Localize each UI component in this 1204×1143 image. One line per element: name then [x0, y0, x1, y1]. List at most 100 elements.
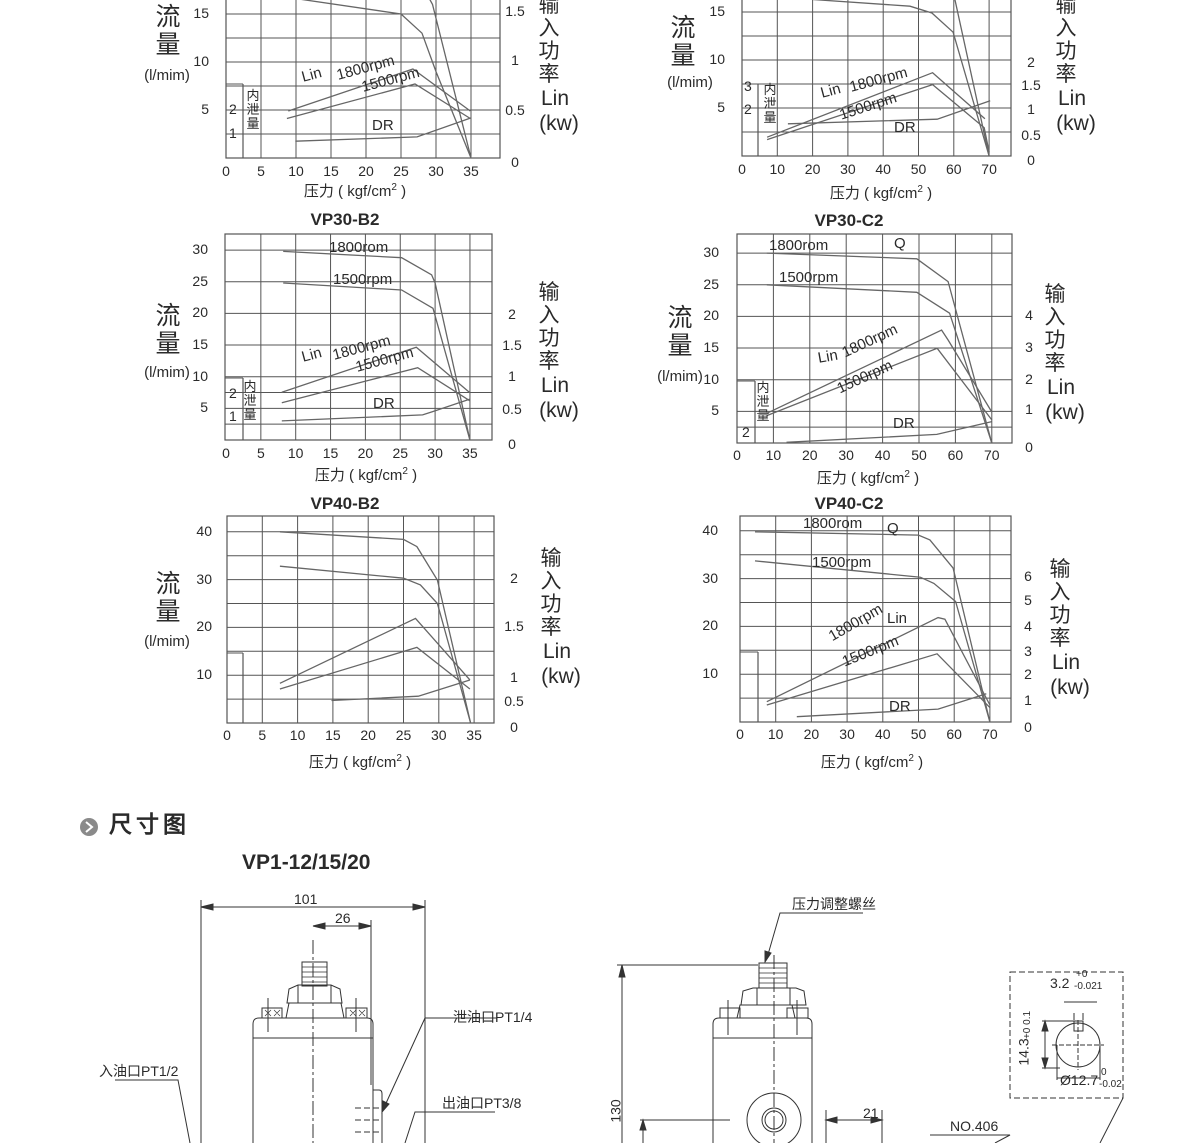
y2-tick-label: 1: [1024, 692, 1032, 708]
leak-axis-title: 内泄量: [762, 84, 778, 126]
y2-axis-title-char: 功: [1055, 39, 1077, 63]
x-tick-label: 20: [358, 163, 374, 179]
chart-5: [739, 515, 1012, 723]
y2-tick-label: 6: [1024, 568, 1032, 584]
y2-tick-label: 4: [1025, 307, 1033, 323]
y2-axis-title-char: 率: [538, 349, 560, 373]
x-tick-label: 0: [223, 727, 231, 743]
y2-tick-label: 2: [510, 570, 518, 586]
curve-label: DR: [372, 117, 394, 134]
y2-tick-label: 0.5: [502, 401, 522, 417]
x-tick-label: 50: [910, 726, 927, 742]
y2-tick-label: 1: [511, 52, 519, 68]
series-line-lin-lower: [279, 646, 471, 690]
x-tick-label: 15: [325, 727, 341, 743]
y-tick-label: 30: [702, 569, 718, 586]
y-axis-title-char: 量: [155, 597, 181, 626]
series-line-1500rpm: [812, 0, 990, 157]
plot-frame: [224, 233, 493, 441]
series-line-lin-1500rpm: [766, 347, 993, 421]
x-axis-title-part: 2: [908, 753, 914, 764]
series-line-1500rpm: [754, 560, 991, 723]
plot-frame: [225, 0, 501, 159]
y-tick-label: 5: [201, 101, 209, 117]
x-tick-label: 70: [981, 161, 997, 177]
leak-tick-label: 2: [744, 101, 752, 117]
y2-axis-name: Lin: [1051, 651, 1081, 674]
y2-tick-label: 1.5: [502, 337, 522, 353]
y-axis-unit: (l/mim): [144, 633, 190, 650]
x-axis-title-part: 压力 ( kgf/cm: [829, 185, 918, 202]
curve-label: 1500rpm: [333, 271, 393, 288]
y-axis-unit: (l/mim): [667, 74, 713, 91]
series-line-lin-1800rpm: [766, 616, 991, 706]
dim-width: 101: [294, 891, 318, 907]
y2-axis-title-char: 输: [1055, 0, 1077, 17]
y2-axis-name: Lin: [1057, 87, 1087, 110]
leak-axis-title-char: 泄: [246, 103, 260, 118]
x-tick-label: 0: [738, 161, 746, 177]
y2-tick-label: 1.5: [504, 618, 524, 634]
x-axis-title: 压力 ( kgf/cm2 ): [303, 183, 406, 200]
x-tick-label: 30: [838, 447, 854, 463]
x-axis-title: 压力 ( kgf/cm2 ): [315, 467, 418, 484]
x-tick-label: 10: [769, 161, 786, 177]
series-line-lin-upper: [279, 617, 471, 684]
x-axis-title-part: ): [407, 467, 418, 484]
y2-axis-title-char: 功: [538, 326, 560, 350]
x-tick-label: 30: [840, 161, 856, 177]
leak-axis-title-char: 内: [246, 89, 260, 104]
series-line-dr: [331, 679, 471, 702]
leak-tick-label: 2: [742, 424, 750, 440]
x-tick-label: 60: [946, 161, 962, 177]
x-axis-title-part: 压力 ( kgf/cm: [303, 183, 392, 200]
y-axis-title: 流量: [668, 14, 698, 70]
leak-axis-title-char: 量: [246, 117, 260, 132]
y2-axis-title-char: 率: [538, 62, 560, 86]
y2-tick-label: 1: [1025, 401, 1033, 417]
curve-label: Q: [887, 520, 899, 537]
y-tick-label: 10: [702, 665, 718, 682]
y-tick-label: 10: [709, 51, 725, 67]
y2-axis-title-char: 入: [538, 16, 560, 40]
y-tick-label: 20: [196, 618, 212, 635]
x-axis-title: 压力 ( kgf/cm2 ): [309, 753, 411, 771]
x-axis-title: 压力 ( kgf/cm2 ): [821, 753, 924, 771]
x-tick-label: 5: [256, 445, 265, 461]
y-tick-label: 30: [192, 241, 208, 258]
x-axis-title-part: 压力 ( kgf/cm: [816, 470, 905, 487]
x-tick-label: 40: [874, 447, 891, 463]
x-axis-title-part: ): [913, 754, 924, 771]
outlet-port-label: 出油口PT3/8: [442, 1095, 522, 1111]
key-height-tol: +0 0.1: [1022, 1010, 1034, 1040]
y-tick-label: 25: [192, 272, 208, 289]
x-tick-label: 5: [257, 163, 265, 179]
y2-axis-title: 输入功率: [1051, 0, 1081, 86]
y2-axis-title-char: 输: [540, 546, 562, 570]
curve-label: 1800rom: [769, 237, 829, 254]
x-tick-label: 20: [804, 161, 821, 177]
leak-axis-title-char: 泄: [243, 394, 257, 409]
series-line-1800rpm: [954, 0, 990, 157]
y2-axis-unit: (kw): [1056, 112, 1096, 135]
curve-label: Lin: [887, 610, 908, 627]
series-line-1800rom: [766, 252, 993, 444]
chart-title: VP30-B2: [310, 210, 380, 229]
y2-tick-label: 3: [1024, 643, 1032, 659]
y2-axis-unit: (kw): [1045, 401, 1085, 424]
x-tick-label: 20: [357, 445, 374, 461]
chart-title: VP40-C2: [814, 494, 884, 513]
y-axis-title-char: 流: [155, 301, 181, 330]
plot-frame: [739, 515, 1012, 723]
y-tick-label: 40: [702, 521, 718, 538]
leak-axis-title: 内泄量: [245, 90, 261, 132]
series-line-dr: [281, 398, 471, 422]
y-axis-unit: (l/mim): [657, 368, 703, 385]
y2-tick-label: 5: [1024, 592, 1032, 608]
y2-tick-label: 1.5: [505, 3, 525, 19]
series-line-lin-1500rpm: [281, 367, 471, 404]
y-tick-label: 10: [192, 367, 208, 384]
x-axis-title-part: 2: [396, 753, 402, 764]
y2-axis-title-char: 输: [1044, 282, 1066, 306]
y-tick-label: 10: [196, 666, 212, 683]
